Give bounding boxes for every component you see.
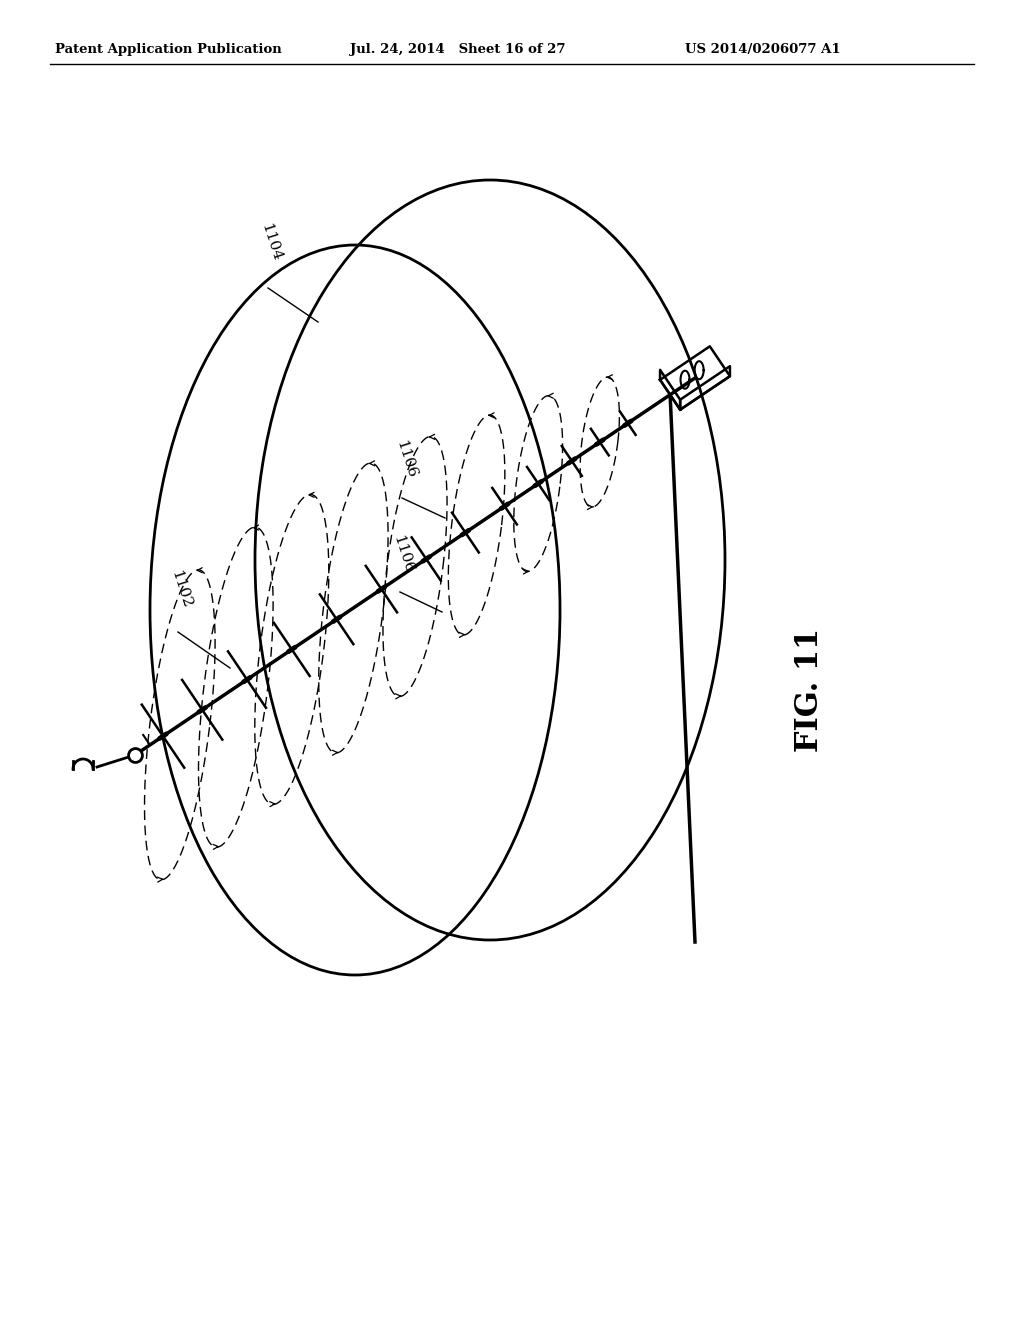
Text: 1106: 1106 [390,533,416,576]
Text: Jul. 24, 2014   Sheet 16 of 27: Jul. 24, 2014 Sheet 16 of 27 [350,44,565,57]
Text: FIG. 11: FIG. 11 [795,628,825,752]
Text: Patent Application Publication: Patent Application Publication [55,44,282,57]
Text: 1106: 1106 [393,438,419,480]
Text: US 2014/0206077 A1: US 2014/0206077 A1 [685,44,841,57]
Text: 1102: 1102 [168,569,194,610]
Text: 1104: 1104 [258,222,284,263]
